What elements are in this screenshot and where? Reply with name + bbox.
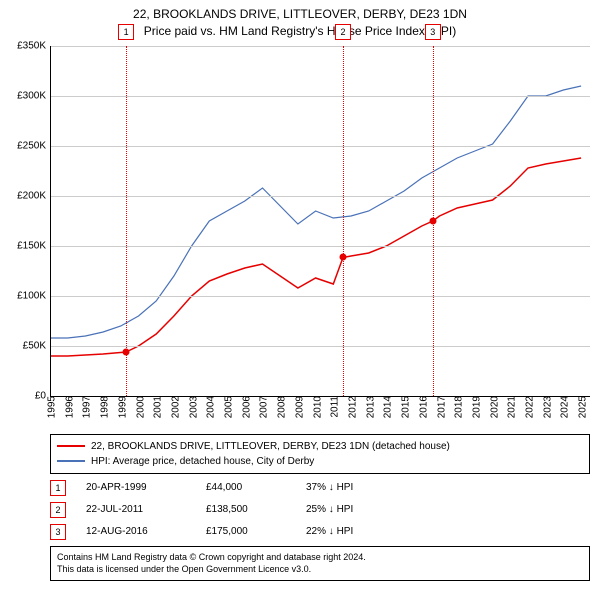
x-tick-label: 2000	[131, 396, 146, 418]
marker-dot-1	[123, 348, 130, 355]
x-tick-label: 2005	[220, 396, 235, 418]
x-tick-label: 2004	[202, 396, 217, 418]
title-line-2: Price paid vs. HM Land Registry's House …	[10, 23, 590, 40]
y-tick-label: £50K	[23, 340, 50, 351]
y-tick-label: £250K	[17, 140, 50, 151]
x-tick-label: 2015	[397, 396, 412, 418]
grid-line	[50, 246, 590, 247]
x-tick-label: 2022	[521, 396, 536, 418]
x-tick-label: 2007	[255, 396, 270, 418]
series-hpi	[50, 86, 581, 338]
event-date: 20-APR-1999	[86, 482, 186, 493]
event-pct: 37% ↓ HPI	[306, 482, 353, 493]
page: 22, BROOKLANDS DRIVE, LITTLEOVER, DERBY,…	[0, 0, 600, 590]
grid-line	[50, 196, 590, 197]
legend-swatch	[57, 445, 85, 447]
footer-attribution: Contains HM Land Registry data © Crown c…	[50, 546, 590, 581]
marker-dot-2	[340, 254, 347, 261]
grid-line	[50, 346, 590, 347]
x-tick-label: 2011	[326, 396, 341, 418]
y-tick-label: £100K	[17, 290, 50, 301]
x-tick-label: 2018	[450, 396, 465, 418]
event-price: £175,000	[206, 526, 286, 537]
footer-line-2: This data is licensed under the Open Gov…	[57, 563, 583, 576]
x-tick-label: 2021	[503, 396, 518, 418]
y-tick-label: £300K	[17, 90, 50, 101]
x-tick-label: 2014	[379, 396, 394, 418]
marker-box-1: 1	[118, 24, 134, 40]
x-tick-label: 2017	[432, 396, 447, 418]
marker-line-1	[126, 46, 127, 396]
legend-row: 22, BROOKLANDS DRIVE, LITTLEOVER, DERBY,…	[57, 439, 583, 454]
x-tick-label: 2023	[538, 396, 553, 418]
x-tick-label: 2012	[343, 396, 358, 418]
x-tick-label: 2010	[308, 396, 323, 418]
x-tick-label: 1995	[43, 396, 58, 418]
events-table: 1 20-APR-1999 £44,000 37% ↓ HPI 2 22-JUL-2011…	[50, 480, 590, 540]
event-price: £44,000	[206, 482, 286, 493]
x-tick-label: 2002	[166, 396, 181, 418]
x-tick-label: 2008	[273, 396, 288, 418]
x-tick-label: 2001	[149, 396, 164, 418]
x-tick-label: 1998	[96, 396, 111, 418]
footer-line-1: Contains HM Land Registry data © Crown c…	[57, 551, 583, 564]
marker-dot-3	[429, 217, 436, 224]
event-number-box: 2	[50, 502, 66, 518]
event-price: £138,500	[206, 504, 286, 515]
event-number-box: 3	[50, 524, 66, 540]
event-number-box: 1	[50, 480, 66, 496]
x-tick-label: 2019	[467, 396, 482, 418]
event-row-1: 1 20-APR-1999 £44,000 37% ↓ HPI	[50, 480, 590, 496]
x-tick-label: 2006	[237, 396, 252, 418]
y-tick-label: £150K	[17, 240, 50, 251]
y-tick-label: £200K	[17, 190, 50, 201]
x-tick-label: 2009	[290, 396, 305, 418]
x-tick-label: 2020	[485, 396, 500, 418]
event-pct: 25% ↓ HPI	[306, 504, 353, 515]
event-row-2: 2 22-JUL-2011 £138,500 25% ↓ HPI	[50, 502, 590, 518]
x-axis	[50, 396, 590, 397]
title-line-1: 22, BROOKLANDS DRIVE, LITTLEOVER, DERBY,…	[10, 6, 590, 23]
marker-box-3: 3	[425, 24, 441, 40]
x-tick-label: 2024	[556, 396, 571, 418]
x-tick-label: 1997	[78, 396, 93, 418]
grid-line	[50, 146, 590, 147]
x-tick-label: 2025	[574, 396, 589, 418]
legend-label: HPI: Average price, detached house, City…	[91, 454, 314, 469]
event-date: 22-JUL-2011	[86, 504, 186, 515]
x-tick-label: 2016	[414, 396, 429, 418]
title-block: 22, BROOKLANDS DRIVE, LITTLEOVER, DERBY,…	[0, 0, 600, 42]
x-tick-label: 1999	[113, 396, 128, 418]
y-axis	[50, 46, 51, 396]
marker-box-2: 2	[335, 24, 351, 40]
legend-row: HPI: Average price, detached house, City…	[57, 454, 583, 469]
event-pct: 22% ↓ HPI	[306, 526, 353, 537]
event-date: 12-AUG-2016	[86, 526, 186, 537]
grid-line	[50, 96, 590, 97]
chart-lines-svg	[50, 46, 590, 396]
legend-label: 22, BROOKLANDS DRIVE, LITTLEOVER, DERBY,…	[91, 439, 450, 454]
marker-line-2	[343, 46, 344, 396]
series-price_paid	[50, 158, 581, 356]
grid-line	[50, 296, 590, 297]
y-tick-label: £350K	[17, 40, 50, 51]
legend-swatch	[57, 460, 85, 462]
x-tick-label: 2013	[361, 396, 376, 418]
legend: 22, BROOKLANDS DRIVE, LITTLEOVER, DERBY,…	[50, 434, 590, 474]
x-tick-label: 1996	[60, 396, 75, 418]
event-row-3: 3 12-AUG-2016 £175,000 22% ↓ HPI	[50, 524, 590, 540]
chart-area: £0£50K£100K£150K£200K£250K£300K£350K1995…	[50, 46, 590, 396]
grid-line	[50, 46, 590, 47]
x-tick-label: 2003	[184, 396, 199, 418]
